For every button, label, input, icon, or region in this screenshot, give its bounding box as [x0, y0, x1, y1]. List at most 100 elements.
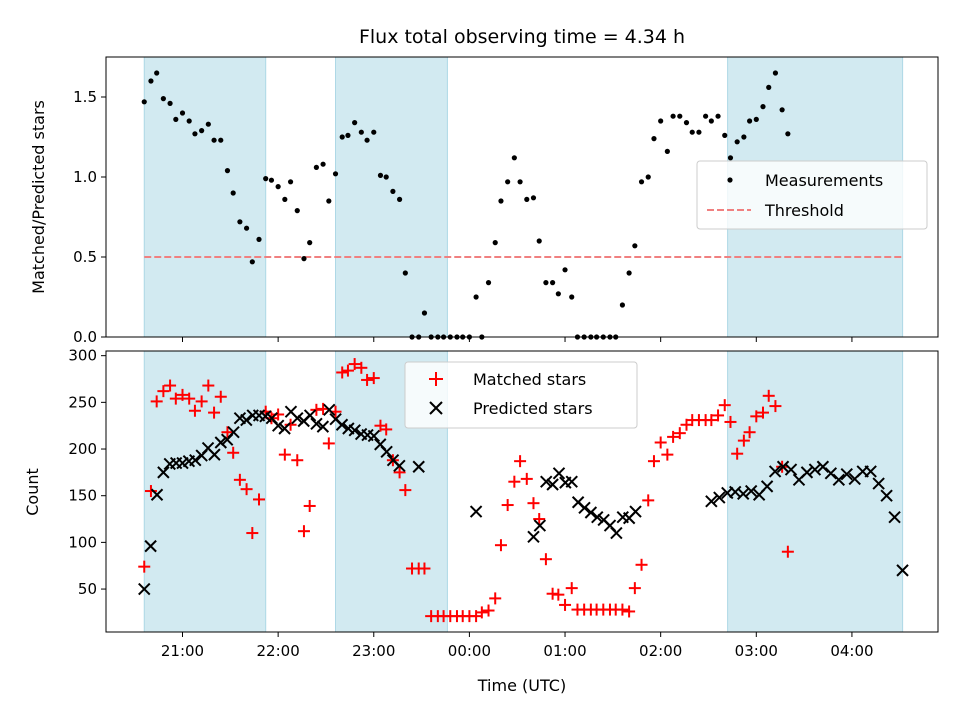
legend-predicted-label: Predicted stars	[473, 399, 593, 418]
measurement-point	[530, 195, 537, 201]
measurement-point	[785, 131, 791, 137]
predicted-star-point	[214, 436, 228, 449]
matched-star-point	[418, 562, 431, 575]
measurement-point	[326, 198, 332, 204]
predicted-star-point	[367, 429, 381, 443]
predicted-star-point	[335, 418, 349, 431]
measurement-point	[243, 225, 250, 231]
matched-star-point	[157, 385, 170, 398]
measurement-point	[664, 148, 670, 154]
predicted-star-point	[610, 526, 623, 540]
measurement-point	[421, 310, 428, 316]
measurement-point	[696, 129, 702, 135]
matched-star-point	[781, 545, 794, 558]
matched-star-point	[367, 372, 380, 385]
top-legend: Measurements Threshold	[696, 160, 928, 230]
top-y-ticks: 0.0 0.5 1.0 1.5	[73, 88, 106, 346]
matched-star-point	[322, 437, 335, 450]
bottom-y-tick-label: 300	[68, 347, 97, 365]
measurement-point	[651, 136, 657, 142]
measurement-point	[383, 174, 389, 180]
matched-star-point	[278, 448, 291, 461]
legend-matched-label: Matched stars	[473, 370, 586, 389]
matched-star-point	[176, 388, 189, 401]
matched-star-point	[769, 400, 782, 413]
predicted-star-point	[872, 477, 885, 490]
matched-star-point	[705, 414, 718, 427]
predicted-star-point	[303, 409, 317, 422]
measurement-point	[683, 120, 690, 126]
matched-star-point	[750, 410, 763, 423]
matched-star-point	[756, 406, 769, 419]
measurement-point	[524, 196, 530, 202]
predicted-star-point	[189, 454, 202, 467]
measurement-point	[256, 236, 262, 242]
measurement-point	[677, 113, 683, 119]
measurement-point	[766, 84, 772, 90]
matched-star-point	[253, 493, 266, 506]
measurement-point	[186, 118, 192, 124]
matched-star-point	[348, 358, 361, 371]
shaded-region-0	[143, 350, 267, 633]
predicted-star-point	[208, 448, 221, 461]
measurement-point	[703, 113, 709, 119]
bottom-y-axis-label: Count	[23, 468, 42, 516]
bottom-y-tick-label: 50	[78, 580, 97, 598]
matched-star-point	[552, 588, 565, 601]
measurement-point	[307, 240, 313, 246]
predicted-star-point	[565, 475, 578, 488]
predicted-star-point	[540, 475, 553, 488]
matched-star-point	[520, 472, 533, 485]
matched-star-point	[214, 390, 227, 403]
matched-star-point	[208, 406, 221, 419]
measurement-point	[287, 179, 294, 185]
measurement-point	[211, 137, 217, 143]
matched-star-point	[227, 446, 240, 459]
legend-matched-marker	[429, 372, 443, 386]
matched-star-point	[539, 553, 552, 566]
top-plot-frame	[105, 56, 939, 338]
measurement-point	[160, 96, 166, 102]
measurement-point	[371, 129, 377, 135]
matched-star-point	[501, 499, 514, 512]
matched-star-point	[737, 434, 750, 447]
x-tick-label: 00:00	[448, 642, 491, 660]
matched-star-point	[527, 497, 540, 510]
measurement-point	[173, 116, 179, 122]
predicted-star-point	[760, 480, 774, 493]
ratio-panel: 0.0 0.5 1.0 1.5 Matched/Predicted stars Mea…	[29, 56, 939, 346]
predicted-star-point	[546, 478, 559, 491]
measurement-point	[294, 208, 300, 214]
measurement-point	[708, 118, 714, 124]
predicted-star-point	[393, 459, 406, 473]
predicted-star-point	[840, 468, 853, 481]
matched-star-point	[482, 604, 495, 617]
matched-star-point	[169, 392, 182, 405]
measurement-point	[747, 118, 753, 124]
top-y-tick-label: 1.5	[73, 88, 97, 106]
matched-star-point	[565, 582, 578, 595]
matched-star-point	[240, 483, 253, 496]
matched-stars-points	[138, 358, 794, 623]
x-tick-label: 01:00	[543, 642, 586, 660]
matched-star-point	[718, 399, 731, 412]
predicted-star-point	[278, 422, 291, 435]
predicted-star-point	[832, 473, 846, 487]
measurement-point	[313, 164, 319, 170]
measurement-point	[320, 161, 326, 167]
predicted-star-point	[380, 445, 393, 459]
predicted-star-point	[824, 467, 838, 480]
predicted-star-point	[412, 460, 425, 473]
matched-star-point	[272, 408, 285, 421]
predicted-star-point	[348, 424, 361, 437]
x-tick-label: 03:00	[735, 642, 778, 660]
measurement-point	[167, 100, 173, 106]
matched-star-point	[494, 539, 507, 552]
measurement-point	[543, 280, 549, 286]
legend-predicted-marker	[429, 401, 443, 415]
measurement-point	[779, 107, 785, 113]
predicted-star-point	[227, 426, 240, 439]
chart-title: Flux total observing time = 4.34 h	[359, 26, 685, 48]
measurement-point	[141, 99, 147, 105]
bottom-y-tick-label: 250	[68, 393, 97, 411]
